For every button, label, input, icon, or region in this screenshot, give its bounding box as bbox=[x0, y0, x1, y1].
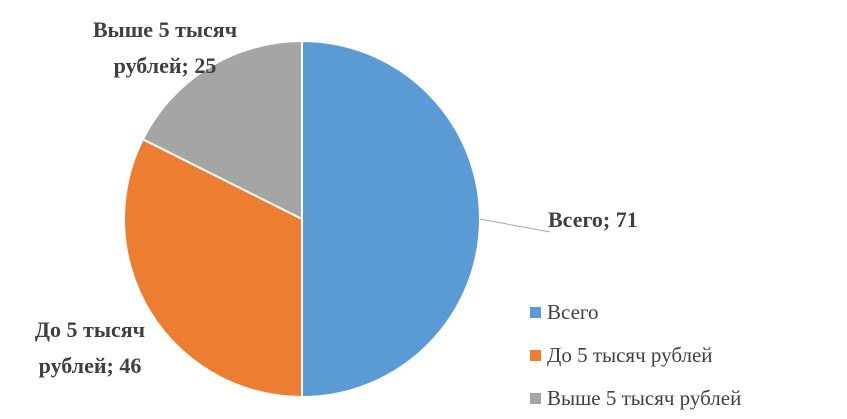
legend-item: Всего bbox=[530, 300, 599, 325]
legend-label: Выше 5 тысяч рублей bbox=[547, 386, 742, 410]
pie-slice bbox=[141, 39, 303, 221]
legend-item: Выше 5 тысяч рублей bbox=[530, 386, 741, 411]
legend-label: До 5 тысяч рублей bbox=[547, 343, 713, 367]
pie-slice bbox=[301, 39, 481, 399]
data-label: Всего; 71 bbox=[548, 207, 638, 232]
legend-item: До 5 тысяч рублей bbox=[530, 343, 713, 368]
legend-swatch bbox=[530, 350, 541, 361]
legend-swatch bbox=[530, 393, 541, 404]
leader-line bbox=[479, 218, 551, 233]
legend-swatch bbox=[530, 307, 541, 318]
data-label: До 5 тысяч рублей; 46 bbox=[34, 317, 146, 378]
pie-slice bbox=[123, 137, 303, 399]
data-label: Выше 5 тысяч рублей; 25 bbox=[92, 17, 238, 78]
legend-label: Всего bbox=[547, 300, 599, 324]
